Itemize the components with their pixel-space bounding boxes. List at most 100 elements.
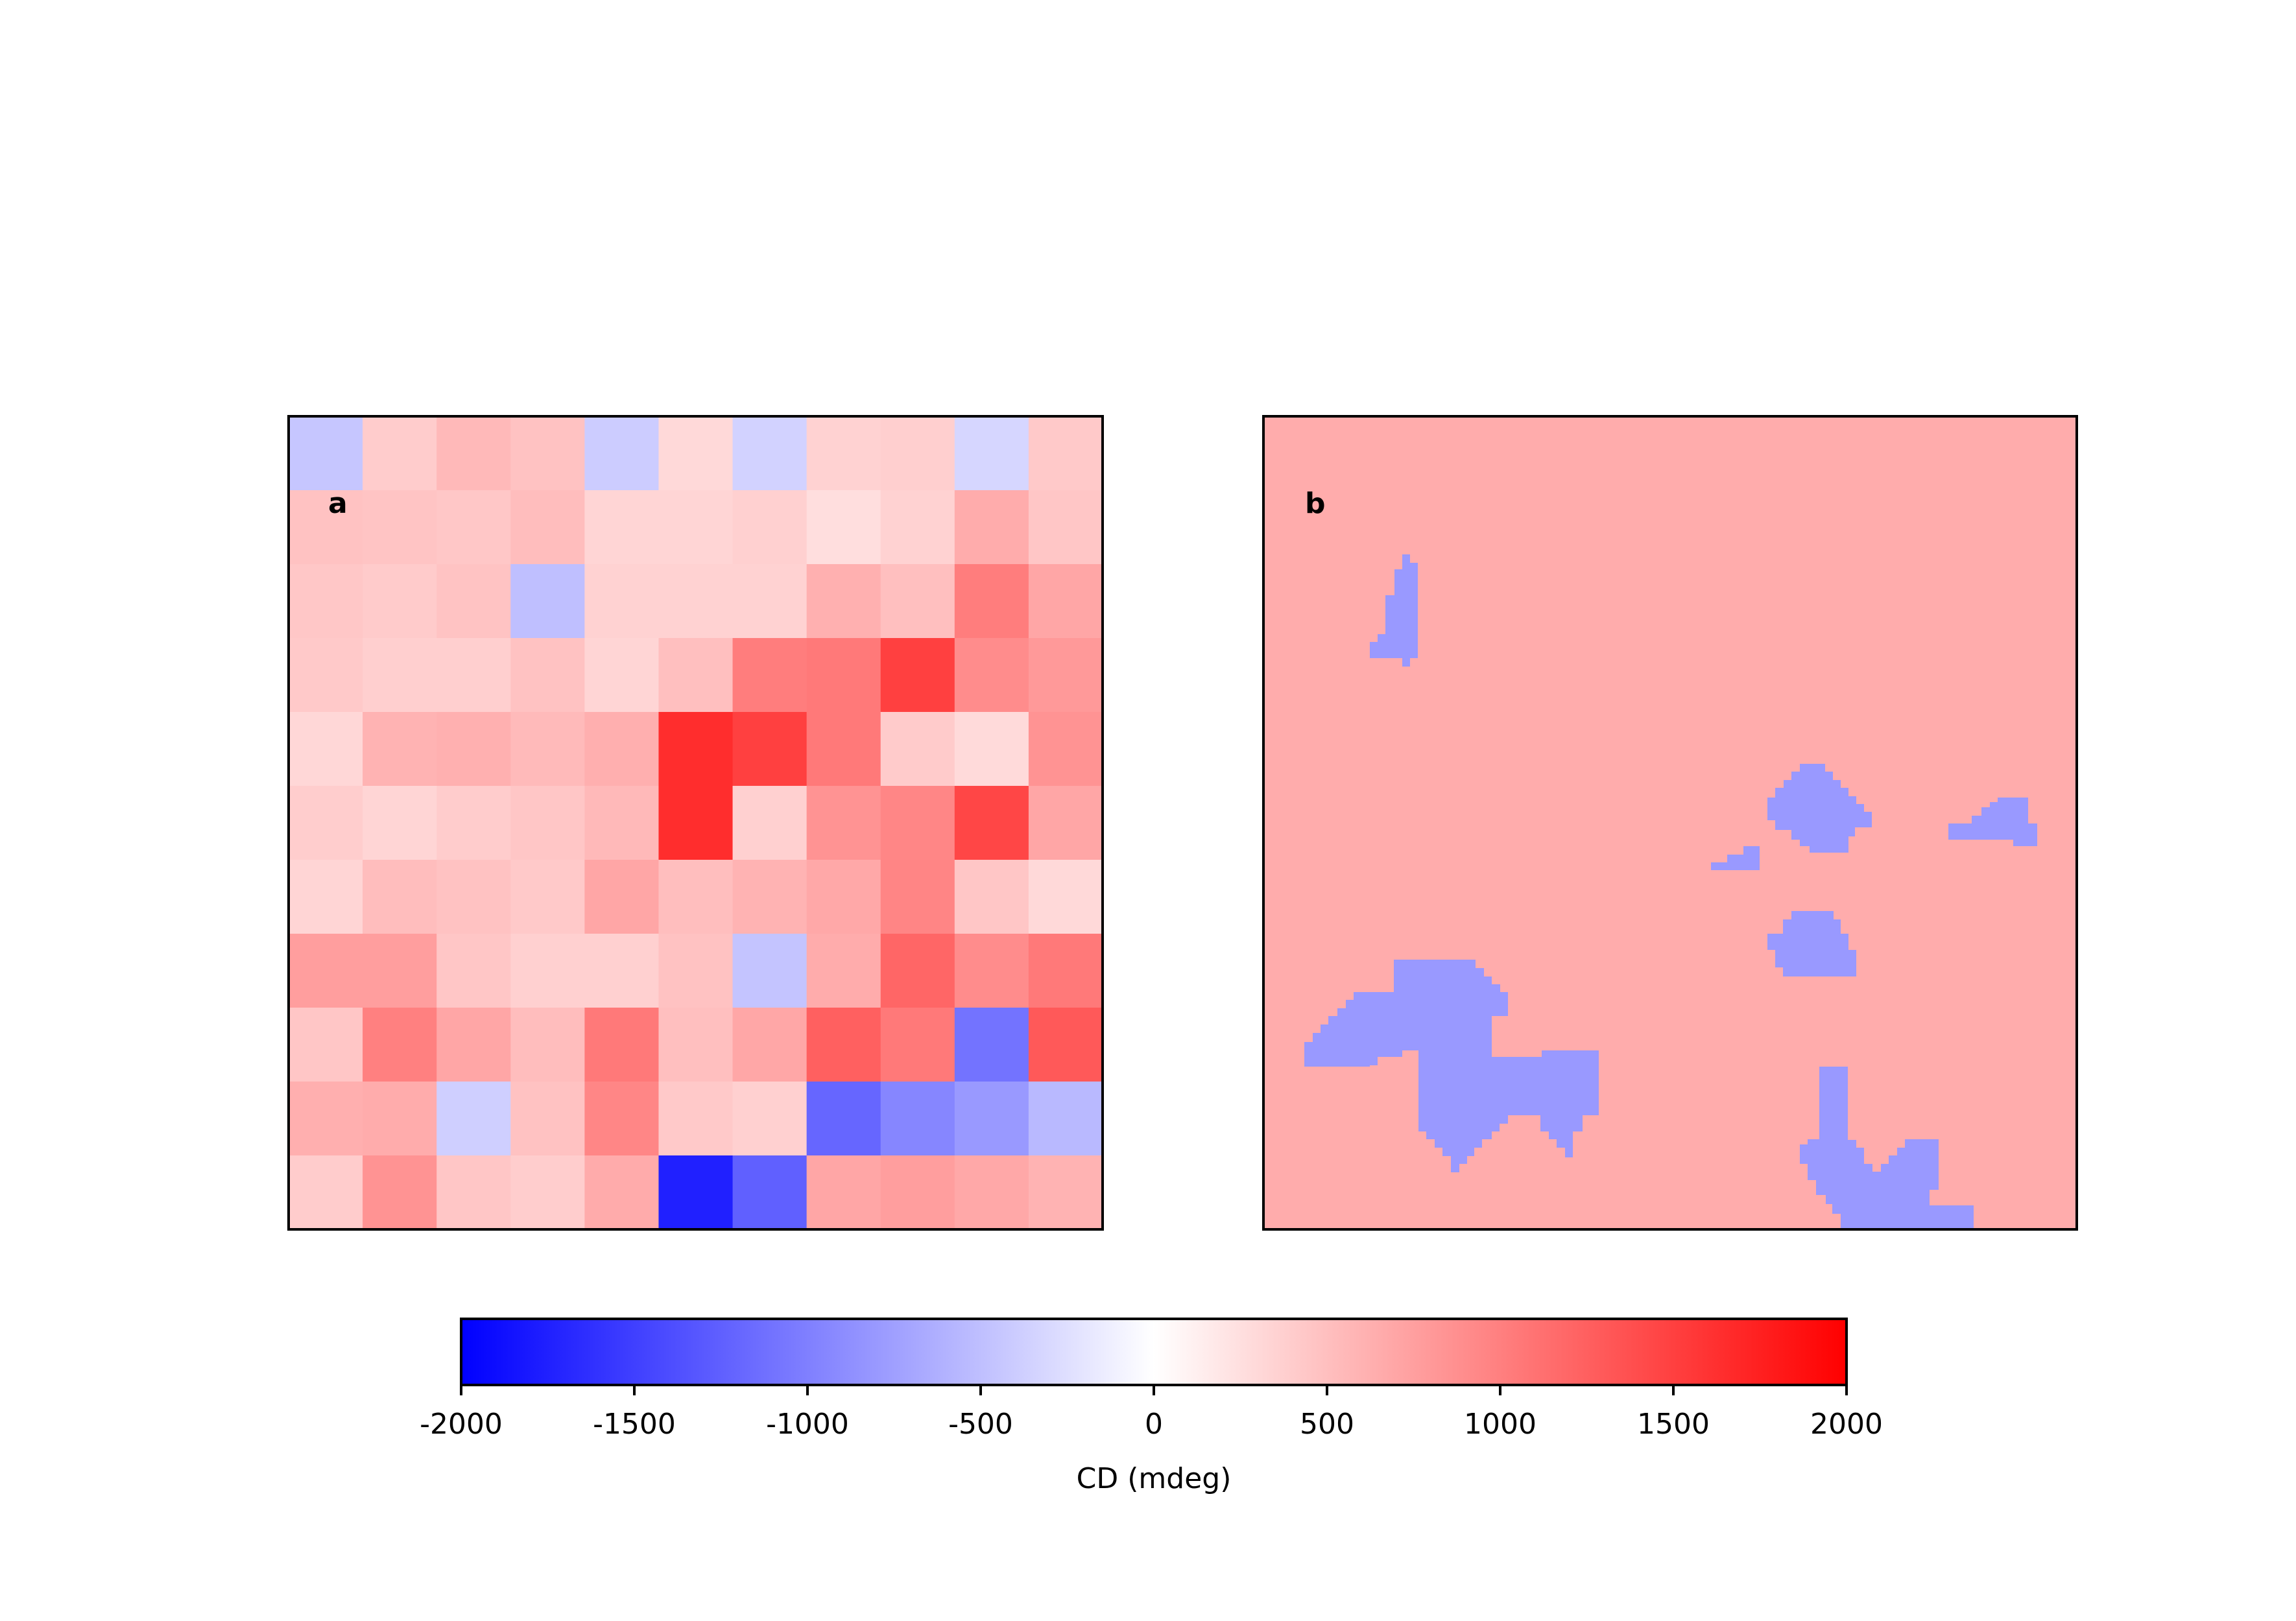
heatmap-cell (881, 1082, 955, 1156)
heatmap-cell (733, 1155, 807, 1230)
heatmap-panel-b: b (1263, 416, 2077, 1229)
heatmap-cell (584, 712, 659, 787)
colorbar: -2000 -1500 -1000 -500 0 500 1000 1500 2000 CD (… (420, 1319, 1883, 1495)
heatmap-cell (807, 934, 881, 1008)
heatmap-b-background (1263, 416, 2077, 1229)
heatmap-cell (807, 786, 881, 860)
colorbar-tick-label: 0 (1145, 1408, 1163, 1441)
heatmap-cell (510, 416, 585, 491)
heatmap-cell (881, 786, 955, 860)
heatmap-cell (658, 1155, 733, 1230)
heatmap-cell (1029, 564, 1103, 639)
colorbar-tick-label: -1500 (593, 1408, 676, 1441)
heatmap-cell (510, 934, 585, 1008)
heatmap-cell (584, 564, 659, 639)
heatmap-cell (584, 1155, 659, 1230)
colorbar-label: CD (mdeg) (1077, 1462, 1232, 1495)
heatmap-cell (955, 786, 1029, 860)
heatmap-cell (658, 638, 733, 713)
heatmap-cell (658, 712, 733, 787)
heatmap-cell (289, 564, 363, 639)
heatmap-cell (363, 1008, 437, 1082)
heatmap-cell (807, 712, 881, 787)
colorbar-tick-label: 1500 (1637, 1408, 1710, 1441)
heatmap-cell (733, 786, 807, 860)
heatmap-cell (1029, 712, 1103, 787)
heatmap-cell (1029, 1155, 1103, 1230)
heatmap-cell (436, 564, 511, 639)
colorbar-tick-label: 1000 (1464, 1408, 1537, 1441)
colorbar-tick-label: -2000 (420, 1408, 503, 1441)
heatmap-cell (881, 564, 955, 639)
heatmap-cell (807, 860, 881, 934)
heatmap-cell (658, 934, 733, 1008)
heatmap-panel-a: a (289, 416, 1103, 1230)
heatmap-cell (1029, 934, 1103, 1008)
colorbar-tick-label: 2000 (1810, 1408, 1883, 1441)
colorbar-tick-label: 500 (1300, 1408, 1354, 1441)
heatmap-cell (733, 564, 807, 639)
heatmap-cell (955, 1155, 1029, 1230)
heatmap-cell (289, 416, 363, 491)
heatmap-cell (510, 1008, 585, 1082)
heatmap-cell (363, 934, 437, 1008)
heatmap-cell (436, 860, 511, 934)
heatmap-cell (436, 786, 511, 860)
heatmap-cell (733, 416, 807, 491)
heatmap-cell (289, 1008, 363, 1082)
heatmap-cell (658, 1008, 733, 1082)
heatmap-cell (1029, 490, 1103, 565)
heatmap-cell (807, 564, 881, 639)
heatmap-cell (363, 564, 437, 639)
heatmap-cell (658, 1082, 733, 1156)
heatmap-cell (584, 860, 659, 934)
heatmap-cell (363, 490, 437, 565)
heatmap-cell (363, 416, 437, 491)
heatmap-cell (363, 638, 437, 713)
heatmap-cell (1029, 860, 1103, 934)
heatmap-cell (289, 786, 363, 860)
heatmap-cell (1029, 416, 1103, 491)
heatmap-cell (510, 490, 585, 565)
heatmap-cell (881, 490, 955, 565)
heatmap-cell (955, 490, 1029, 565)
heatmap-cell (363, 786, 437, 860)
heatmap-cell (510, 712, 585, 787)
heatmap-cell (289, 1082, 363, 1156)
heatmap-cell (733, 1008, 807, 1082)
heatmap-cell (733, 712, 807, 787)
heatmap-cell (436, 416, 511, 491)
heatmap-cell (658, 564, 733, 639)
heatmap-cell (584, 416, 659, 491)
heatmap-cell (289, 638, 363, 713)
panel-label-b: b (1305, 487, 1326, 520)
heatmap-cell (881, 638, 955, 713)
heatmap-cell (363, 1155, 437, 1230)
heatmap-cell (733, 860, 807, 934)
heatmap-cell (807, 1008, 881, 1082)
heatmap-cell (436, 638, 511, 713)
heatmap-cell (955, 416, 1029, 491)
heatmap-cell (289, 490, 363, 565)
heatmap-cell (510, 638, 585, 713)
heatmap-cell (733, 638, 807, 713)
colorbar-tick-label: -1000 (766, 1408, 849, 1441)
heatmap-cell (955, 638, 1029, 713)
heatmap-cell (658, 416, 733, 491)
heatmap-cell (436, 490, 511, 565)
heatmap-cell (1029, 786, 1103, 860)
colorbar-gradient (461, 1319, 1847, 1385)
heatmap-cell (955, 1082, 1029, 1156)
heatmap-cell (881, 934, 955, 1008)
heatmap-cell (510, 786, 585, 860)
heatmap-cell (363, 1082, 437, 1156)
heatmap-cell (436, 1082, 511, 1156)
heatmap-cell (881, 1155, 955, 1230)
heatmap-cell (733, 490, 807, 565)
colorbar-ticks: -2000 -1500 -1000 -500 0 500 1000 1500 2000 (420, 1385, 1883, 1441)
heatmap-cell (510, 1155, 585, 1230)
heatmap-cell (436, 1008, 511, 1082)
heatmap-cell (955, 1008, 1029, 1082)
heatmap-cell (955, 712, 1029, 787)
